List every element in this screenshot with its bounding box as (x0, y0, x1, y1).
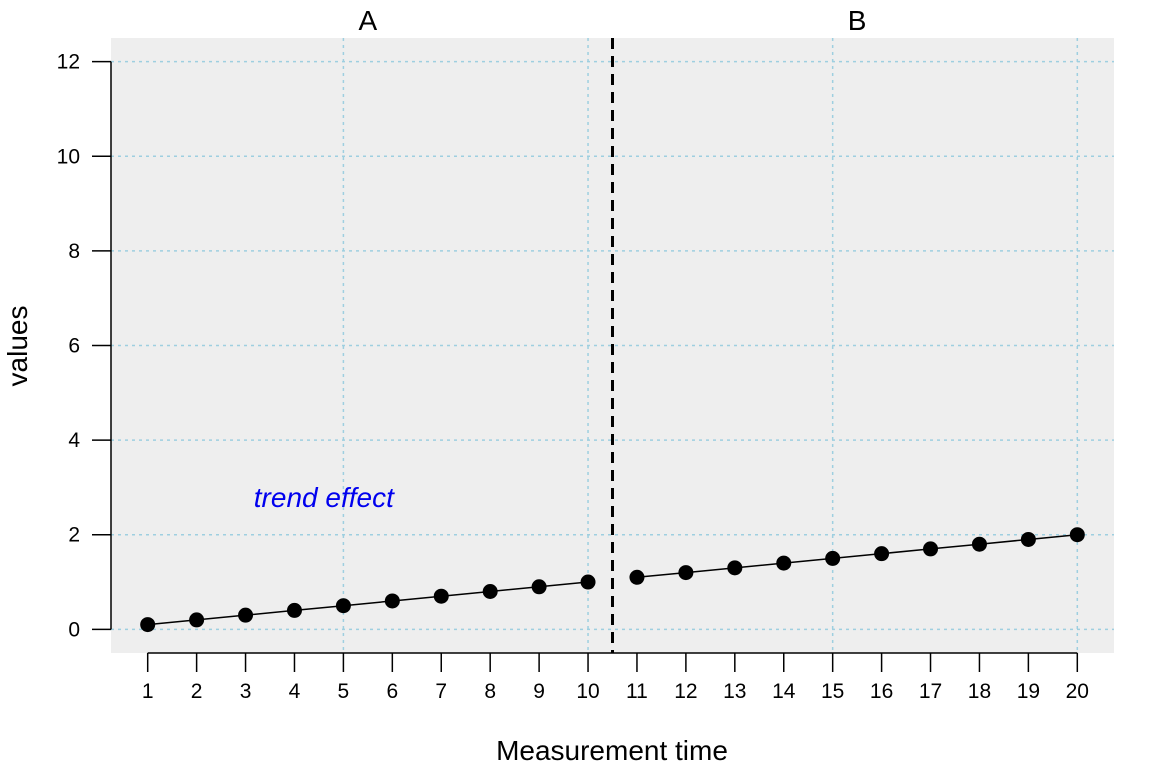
y-tick-label: 0 (68, 618, 80, 641)
y-tick-label: 8 (68, 240, 80, 263)
x-tick-label: 18 (968, 680, 991, 703)
data-point (580, 574, 596, 590)
x-tick-label: 17 (919, 680, 942, 703)
x-tick-label: 8 (484, 680, 496, 703)
x-tick-label: 3 (240, 680, 252, 703)
annotation: trend effect (254, 482, 395, 513)
x-tick-label: 20 (1066, 680, 1089, 703)
x-tick-label: 1 (142, 680, 154, 703)
y-tick-label: 10 (57, 145, 80, 168)
data-point (923, 541, 939, 557)
x-tick-label: 6 (386, 680, 398, 703)
data-point (384, 593, 400, 609)
data-point (1069, 527, 1085, 543)
x-tick-label: 4 (289, 680, 301, 703)
data-point (1020, 531, 1036, 547)
grid (111, 38, 1114, 653)
phase-label-B: B (848, 5, 867, 36)
x-tick-label: 16 (870, 680, 893, 703)
x-axis-title: Measurement time (496, 735, 728, 766)
data-point (335, 598, 351, 614)
x-tick-label: 11 (626, 680, 648, 703)
x-tick-label: 15 (821, 680, 844, 703)
series-line-B (636, 533, 1078, 579)
x-tick-label: 5 (338, 680, 350, 703)
x-tick-label: 10 (576, 680, 599, 703)
data-point (776, 555, 792, 571)
y-axis-title: values (2, 306, 33, 387)
data-point (874, 546, 890, 562)
data-point (971, 536, 987, 552)
data-point (189, 612, 205, 628)
x-tick-label: 2 (191, 680, 203, 703)
data-point (482, 584, 498, 599)
data-point (238, 607, 254, 623)
y-tick-label: 2 (68, 524, 80, 547)
y-tick-label: 12 (57, 51, 80, 74)
x-tick-label: 14 (772, 680, 796, 703)
x-tick-label: 19 (1017, 680, 1040, 703)
data-point (140, 617, 156, 633)
data-point (629, 569, 645, 585)
x-tick-label: 7 (435, 680, 447, 703)
y-tick-label: 4 (68, 429, 80, 452)
x-tick-label: 13 (723, 680, 746, 703)
data-point (678, 565, 694, 581)
data-point (433, 588, 449, 604)
phase-label-A: A (359, 5, 378, 36)
data-point (727, 560, 743, 576)
x-tick-label: 12 (674, 680, 697, 703)
y-tick-label: 6 (68, 335, 80, 358)
data-point (531, 579, 547, 595)
series (140, 527, 1085, 633)
data-point (825, 550, 841, 566)
data-point (286, 602, 302, 618)
x-tick-label: 9 (533, 680, 545, 703)
series-line-A (147, 581, 589, 626)
